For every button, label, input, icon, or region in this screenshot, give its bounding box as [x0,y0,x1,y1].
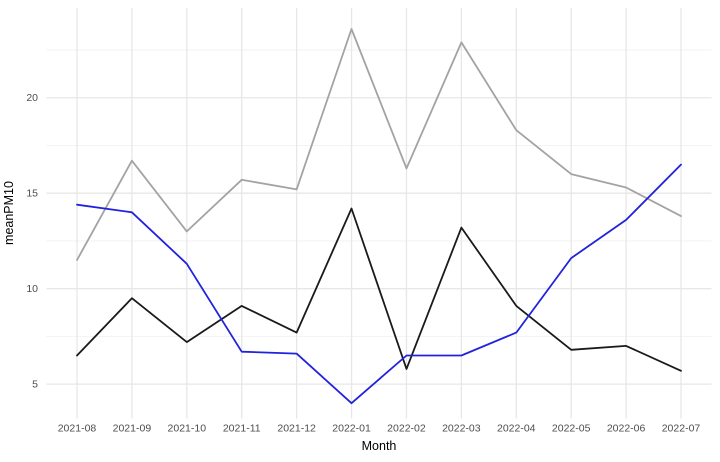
x-tick-label: 2022-02 [387,423,426,435]
x-tick-label: 2021-11 [223,423,261,435]
series-black-line [76,207,682,372]
x-tick-label: 2022-01 [332,423,371,435]
x-tick-label: 2022-05 [552,423,591,435]
x-tick-label: 2022-03 [442,423,481,435]
y-tick-label: 10 [26,283,38,295]
x-tick-label: 2021-09 [113,423,152,435]
axis-tick-labels: 5 10 15 20 2021-08 2021-09 2021-10 2021-11 2021-… [26,92,700,434]
y-tick-label: 5 [32,379,38,391]
y-tick-label: 20 [26,92,38,104]
series-lines [76,28,682,405]
y-tick-label: 15 [26,188,38,200]
x-axis-title: Month [362,439,397,453]
x-tick-label: 2022-07 [662,423,701,435]
series-blue-line [76,163,682,405]
y-axis-title: meanPM10 [2,181,16,245]
x-tick-label: 2022-06 [607,423,646,435]
x-tick-label: 2021-12 [277,423,316,435]
series-grey-line [76,28,682,261]
x-tick-label: 2021-10 [168,423,207,435]
x-tick-label: 2021-08 [58,423,97,435]
x-tick-label: 2022-04 [497,423,536,435]
gridlines [46,8,712,419]
